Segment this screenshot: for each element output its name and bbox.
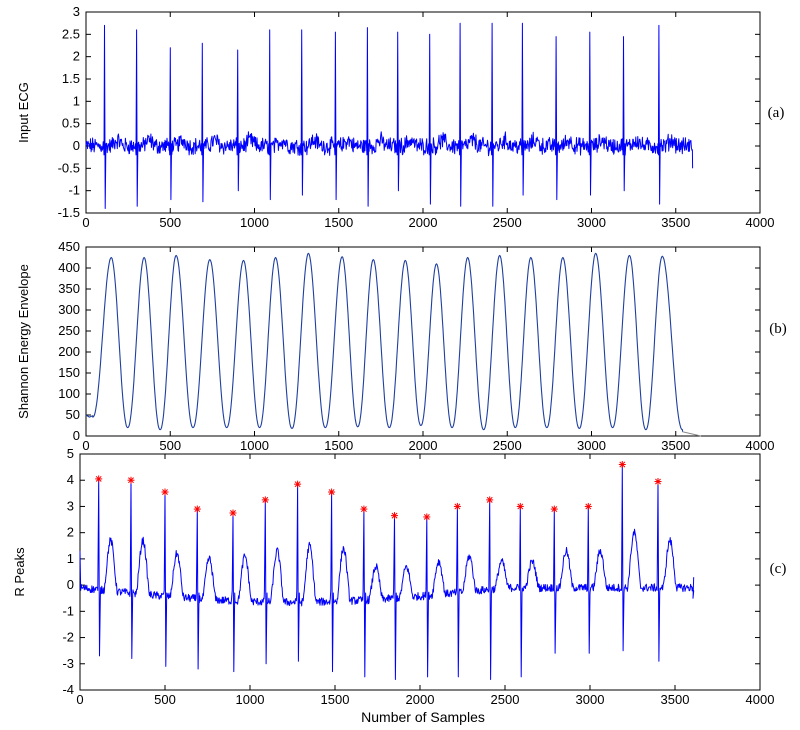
y-tick-label: 1 xyxy=(67,551,74,566)
y-axis-label: Shannon Energy Envelope xyxy=(16,264,31,419)
y-tick-label: 2.5 xyxy=(62,26,80,41)
r-peak-marker xyxy=(453,502,461,510)
r-peak-marker xyxy=(127,476,135,484)
x-tick-label: 4000 xyxy=(746,438,775,453)
x-tick-label: 4000 xyxy=(746,692,775,707)
x-tick-label: 3500 xyxy=(661,438,690,453)
panel-label: (a) xyxy=(768,105,785,121)
x-tick-label: 1000 xyxy=(240,215,269,230)
y-axis-label: R Peaks xyxy=(12,547,27,597)
y-tick-label: 5 xyxy=(67,446,74,461)
y-tick-label: 300 xyxy=(58,302,80,317)
panel-c-r-peaks: 0 500 1000 1500 2000 2500 3000 3500 4000 -4 -3 -2 -1… xyxy=(12,446,786,707)
x-tick-label: 2000 xyxy=(409,215,438,230)
r-peak-marker xyxy=(516,502,524,510)
panel-b-shannon-energy-envelope: 0 500 1000 1500 2000 2500 3000 3500 4000 0 50 100 15… xyxy=(16,239,787,453)
x-tick-label: 2000 xyxy=(409,438,438,453)
x-tick-label: 500 xyxy=(159,215,181,230)
x-tick-label: 3000 xyxy=(576,692,605,707)
x-tick-label: 1500 xyxy=(324,215,353,230)
r-peak-marker xyxy=(328,488,336,496)
y-tick-label: -4 xyxy=(62,682,74,697)
x-tick-label: 2500 xyxy=(493,438,522,453)
x-tick-label: 3000 xyxy=(577,215,606,230)
panel-label: (b) xyxy=(769,321,787,337)
x-tick-label: 3500 xyxy=(661,692,690,707)
y-tick-label: 0 xyxy=(73,428,80,443)
y-tick-label: 3 xyxy=(73,4,80,19)
y-tick-label: 200 xyxy=(58,344,80,359)
x-tick-label: 500 xyxy=(159,438,181,453)
series-envelope-tail xyxy=(682,431,702,437)
x-tick-label: 1500 xyxy=(324,438,353,453)
r-peak-marker xyxy=(95,475,103,483)
y-tick-label: -0.5 xyxy=(58,160,80,175)
r-peak-marker xyxy=(654,478,662,486)
y-tick-label: 50 xyxy=(66,407,80,422)
x-axis-label: Number of Samples xyxy=(361,709,485,725)
r-peak-marker xyxy=(161,488,169,496)
series-r-peak-signal xyxy=(79,464,695,680)
x-tick-label: 0 xyxy=(82,215,89,230)
y-tick-label: -2 xyxy=(62,630,74,645)
r-peak-marker xyxy=(229,509,237,517)
x-tick-label: 3500 xyxy=(661,215,690,230)
r-peak-marker xyxy=(584,502,592,510)
r-peak-marker xyxy=(193,505,201,513)
x-tick-label: 1500 xyxy=(321,692,350,707)
y-tick-label: 2 xyxy=(73,49,80,64)
y-tick-label: 0 xyxy=(67,577,74,592)
r-peak-marker xyxy=(618,460,626,468)
y-tick-label: 2 xyxy=(67,525,74,540)
y-tick-label: 400 xyxy=(58,260,80,275)
r-peak-marker xyxy=(360,505,368,513)
x-tick-label: 0 xyxy=(82,438,89,453)
r-peak-marker xyxy=(391,512,398,520)
y-tick-label: 350 xyxy=(58,281,80,296)
r-peak-marker xyxy=(486,496,494,504)
y-axis-label: Input ECG xyxy=(16,82,31,143)
x-tick-label: 3000 xyxy=(577,438,606,453)
y-tick-label: -1 xyxy=(68,183,80,198)
x-tick-label: 0 xyxy=(76,692,83,707)
y-tick-label: -1 xyxy=(62,603,74,618)
x-tick-label: 2500 xyxy=(491,692,520,707)
y-tick-label: 3 xyxy=(67,498,74,513)
y-tick-label: 4 xyxy=(67,472,74,487)
y-tick-label: 0.5 xyxy=(62,116,80,131)
x-tick-label: 1000 xyxy=(240,438,269,453)
series-input-ecg xyxy=(85,22,694,209)
y-tick-label: 0 xyxy=(73,138,80,153)
r-peak-marker xyxy=(294,480,302,488)
y-tick-label: 1 xyxy=(73,93,80,108)
panel-a-input-ecg: 0 500 1000 1500 2000 2500 3000 3500 4000 -1.5 -1 -0… xyxy=(16,4,784,230)
series-shannon-envelope xyxy=(85,252,684,432)
y-tick-label: 450 xyxy=(58,239,80,254)
y-tick-label: 250 xyxy=(58,323,80,338)
y-tick-label: 1.5 xyxy=(62,71,80,86)
r-peak-marker xyxy=(550,505,558,513)
r-peak-marker xyxy=(423,513,431,521)
y-tick-label: 150 xyxy=(58,365,80,380)
y-tick-label: 100 xyxy=(58,386,80,401)
x-tick-label: 2500 xyxy=(493,215,522,230)
x-tick-label: 4000 xyxy=(746,215,775,230)
y-tick-label: -1.5 xyxy=(58,205,80,220)
x-tick-label: 1000 xyxy=(236,692,265,707)
x-tick-label: 500 xyxy=(154,692,176,707)
r-peak-marker xyxy=(261,496,269,504)
x-tick-label: 2000 xyxy=(406,692,435,707)
y-tick-label: -3 xyxy=(62,656,74,671)
panel-label: (c) xyxy=(770,561,787,577)
